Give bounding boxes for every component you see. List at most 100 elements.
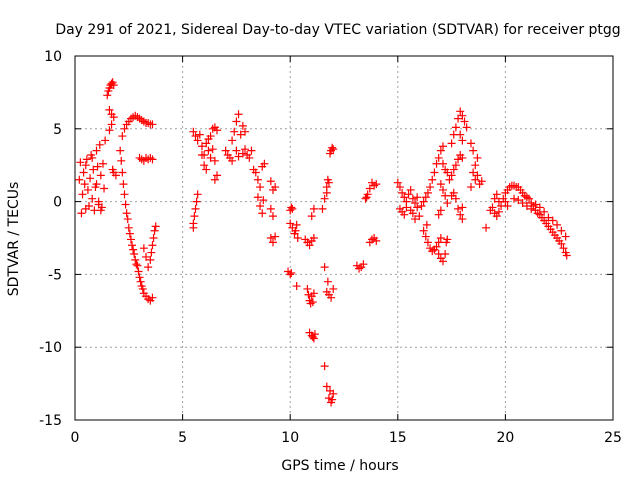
data-point	[292, 282, 301, 291]
data-point	[253, 193, 262, 202]
data-point	[135, 273, 144, 282]
data-point	[100, 184, 109, 193]
data-point	[421, 232, 430, 241]
data-point	[109, 81, 118, 90]
data-point	[540, 207, 549, 216]
data-point	[438, 257, 447, 266]
x-tick-label: 10	[281, 430, 299, 446]
data-point	[438, 142, 447, 151]
data-point	[81, 161, 90, 170]
data-point	[490, 194, 499, 203]
data-point	[458, 153, 467, 162]
data-point	[492, 190, 501, 199]
data-point	[362, 193, 371, 202]
data-point	[208, 145, 217, 154]
data-point	[451, 161, 460, 170]
x-tick-label: 25	[604, 430, 622, 446]
grid-lines	[75, 56, 613, 420]
data-point	[292, 220, 301, 229]
x-tick-label: 5	[178, 430, 187, 446]
data-point	[406, 185, 415, 194]
data-point	[329, 145, 338, 154]
data-point	[206, 132, 215, 141]
data-point	[228, 136, 237, 145]
data-point	[456, 210, 465, 219]
data-point	[402, 203, 411, 212]
data-point	[88, 153, 97, 162]
data-point	[197, 151, 206, 160]
data-point	[309, 234, 318, 242]
data-point	[328, 395, 337, 404]
data-point	[131, 255, 140, 264]
x-tick-label: 15	[389, 430, 407, 446]
data-point	[230, 127, 239, 136]
data-point	[456, 107, 465, 116]
chart-title: Day 291 of 2021, Sidereal Day-to-day VTE…	[55, 22, 620, 38]
data-point	[92, 146, 101, 155]
data-point	[204, 146, 213, 155]
data-point	[322, 188, 331, 197]
data-point	[404, 190, 413, 199]
data-point	[83, 185, 92, 194]
data-point	[323, 277, 332, 286]
data-point	[122, 209, 131, 218]
data-point	[411, 199, 420, 208]
y-axis-label: SDTVAR / TECUs	[6, 182, 22, 297]
data-point	[466, 139, 475, 148]
data-point	[288, 204, 297, 213]
data-point	[148, 120, 157, 129]
data-point	[458, 215, 467, 224]
data-point	[232, 146, 241, 155]
data-point	[287, 268, 296, 277]
data-point	[494, 207, 503, 216]
data-point	[148, 293, 157, 302]
data-point	[202, 165, 211, 174]
data-point	[322, 382, 331, 391]
data-point	[193, 136, 202, 145]
data-point	[443, 235, 452, 244]
data-point	[260, 159, 269, 168]
data-point	[129, 245, 138, 254]
data-point	[96, 206, 105, 215]
data-point	[518, 199, 527, 208]
data-point	[191, 132, 200, 141]
data-point	[80, 180, 89, 189]
data-point	[117, 156, 126, 165]
data-point	[548, 216, 557, 225]
data-point	[473, 153, 482, 162]
data-point	[501, 197, 510, 206]
data-point	[142, 252, 151, 261]
data-points	[75, 78, 571, 407]
data-point	[146, 255, 155, 264]
data-point	[259, 196, 268, 205]
plot-frame	[74, 55, 614, 421]
data-point	[293, 234, 302, 242]
data-point	[238, 121, 247, 130]
data-point	[118, 132, 127, 141]
y-tick-label: 5	[53, 122, 62, 138]
data-point	[266, 234, 275, 242]
data-point	[451, 194, 460, 203]
data-point	[92, 180, 101, 189]
data-point	[328, 143, 337, 152]
data-point	[434, 210, 443, 219]
data-point	[503, 201, 512, 210]
data-point	[200, 161, 209, 170]
data-point	[451, 123, 460, 132]
data-point	[124, 223, 133, 232]
data-point	[307, 212, 316, 221]
data-point	[559, 244, 568, 253]
data-point	[268, 212, 277, 221]
data-point	[232, 117, 241, 126]
data-point	[327, 293, 336, 302]
data-point	[430, 168, 439, 177]
data-point	[123, 215, 132, 224]
data-point	[557, 226, 566, 235]
data-point	[454, 155, 463, 164]
data-point	[132, 260, 141, 269]
y-tick-label: -5	[48, 267, 62, 283]
data-point	[432, 242, 441, 251]
data-point	[488, 203, 497, 212]
